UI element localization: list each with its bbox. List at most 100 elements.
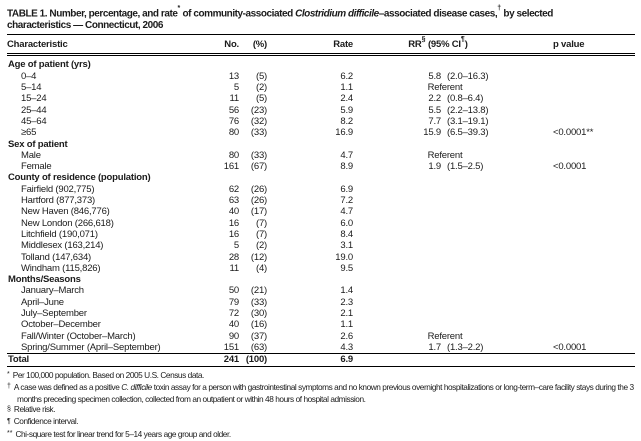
footnote-marker-dagger: † [497,5,502,12]
cell-p-value [523,172,635,183]
cell-rate [267,274,353,285]
cell-no: 76 [228,115,239,127]
section-row: Age of patient (yrs) [7,55,635,71]
cell-rate: 4.7 [340,206,353,218]
cell-no: 161 [223,161,239,173]
cell-rr-ci: 5.8 (2.0–16.3) [353,71,523,82]
cell-p-value [523,105,635,116]
cell-rr-ci [353,240,523,251]
cell-no: 80 [228,127,239,139]
cell-pct: (30) [250,308,267,320]
table-title-line1: TABLE 1. Number, percentage, and rate* o… [7,5,553,20]
cell-no: 151 [223,341,239,353]
cell-rr-ci [353,218,523,229]
cell-characteristic: Sex of patient [8,138,68,150]
cell-characteristic: Male [21,149,41,161]
cell-no: 63 [228,195,239,207]
cell-rate: 5.9 [340,104,353,116]
col-header-rate: Rate [267,35,353,57]
cell-rr-ci: 1.9 (1.5–2.5) [353,161,523,172]
cell-no [213,139,239,150]
cell-no [213,274,239,285]
col-header-no: No. [213,35,239,57]
cell-characteristic: October–December [21,319,101,331]
ci-value: (1.3–2.2) [447,341,484,353]
cell-rr-ci [353,319,523,330]
cell-pct [239,172,267,183]
ci-value: (2.0–16.3) [447,70,489,82]
footnote-marker: ¶ [7,417,11,425]
cell-pct: (2) [255,240,267,252]
footnote-marker: ** [7,430,13,438]
table-row: Middlesex (163,214) 5 (2) 3.1 [7,240,635,251]
cell-characteristic: Middlesex (163,214) [21,240,104,252]
footnote-marker: † [7,383,11,391]
table-row: 45–64 76 (32) 8.2 7.7 (3.1–19.1) [7,116,635,127]
table-row: 5–14 5 (2) 1.1 Referent [7,82,635,93]
cell-rr-ci [353,274,523,285]
cell-characteristic: January–March [21,285,84,297]
cell-characteristic: July–September [21,308,87,320]
cell-rate: 9.5 [340,262,353,274]
cell-characteristic: Months/Seasons [8,274,81,286]
cell-no: 11 [229,93,240,105]
cell-characteristic: New Haven (846,776) [21,206,110,218]
cell-rr-ci: 7.7 (3.1–19.1) [353,116,523,127]
cell-rate: 2.1 [340,308,353,320]
cell-p-value [523,139,635,150]
cell-rr-ci [353,252,523,263]
ci-value: (1.5–2.5) [447,161,484,173]
table-row: Fall/Winter (October–March) 90 (37) 2.6 Refe… [7,331,635,342]
rr-value: 2.2 [428,93,441,105]
rr-value: 1.9 [428,161,441,173]
cell-no: 13 [228,70,239,82]
cell-pct: (33) [250,127,267,139]
table-row: New Haven (846,776) 40 (17) 4.7 [7,206,635,217]
section-row: Months/Seasons [7,274,635,285]
cell-rr-ci [353,55,523,71]
table-body: Age of patient (yrs) 0–4 13 (5) 6.2 5.8 (2.0–1… [7,55,635,367]
cell-characteristic: April–June [21,296,64,308]
total-row: Total 241 (100) 6.9 [7,353,635,367]
cell-rate: 1.4 [340,285,353,297]
cell-p-value [523,274,635,285]
cell-pct: (21) [250,285,267,297]
cell-rate: 7.2 [340,195,353,207]
footnote-marker-asterisk: * [177,5,181,12]
cell-pct: (63) [250,341,267,353]
ci-value: (6.5–39.3) [447,127,489,139]
cell-rate: 8.9 [340,161,353,173]
cell-characteristic: ≥65 [21,127,37,139]
cell-no: 56 [228,104,239,116]
cell-characteristic: Litchfield (190,071) [21,228,98,240]
footnotes: * Per 100,000 population. Based on 2005 U… [7,370,635,441]
cell-no: 11 [229,262,240,274]
cell-pct: (26) [250,183,267,195]
data-table: Characteristic No. (%) Rate RR§ (95% CI¶… [7,35,635,367]
col-header-characteristic: Characteristic [7,35,213,57]
cell-pct: (7) [255,228,267,240]
cell-no: 28 [228,251,239,263]
cell-pct: (5) [255,70,267,82]
cell-characteristic: Spring/Summer (April–September) [21,341,161,353]
table-row: July–September 72 (30) 2.1 [7,308,635,319]
cell-rr-ci [353,285,523,296]
cell-p-value [523,82,635,93]
rr-value: 15.9 [423,127,441,139]
table-row: Windham (115,826) 11 (4) 9.5 [7,263,635,274]
cell-pct [239,139,267,150]
ci-value: (3.1–19.1) [447,115,489,127]
cell-p-value [523,71,635,82]
cell-pct: (5) [255,93,267,105]
cell-rr-ci: Referent [427,330,463,342]
cell-p-value: <0.0001** [553,127,594,139]
cell-characteristic: 45–64 [21,115,47,127]
cell-p-value [523,319,635,330]
cell-characteristic: Windham (115,826) [21,262,101,274]
cell-rate: 19.0 [335,251,353,263]
cell-no: 40 [228,319,239,331]
table-row: Tolland (147,634) 28 (12) 19.0 [7,252,635,263]
cell-p-value [523,331,635,342]
cell-p-value [523,263,635,274]
cell-p-value [523,206,635,217]
